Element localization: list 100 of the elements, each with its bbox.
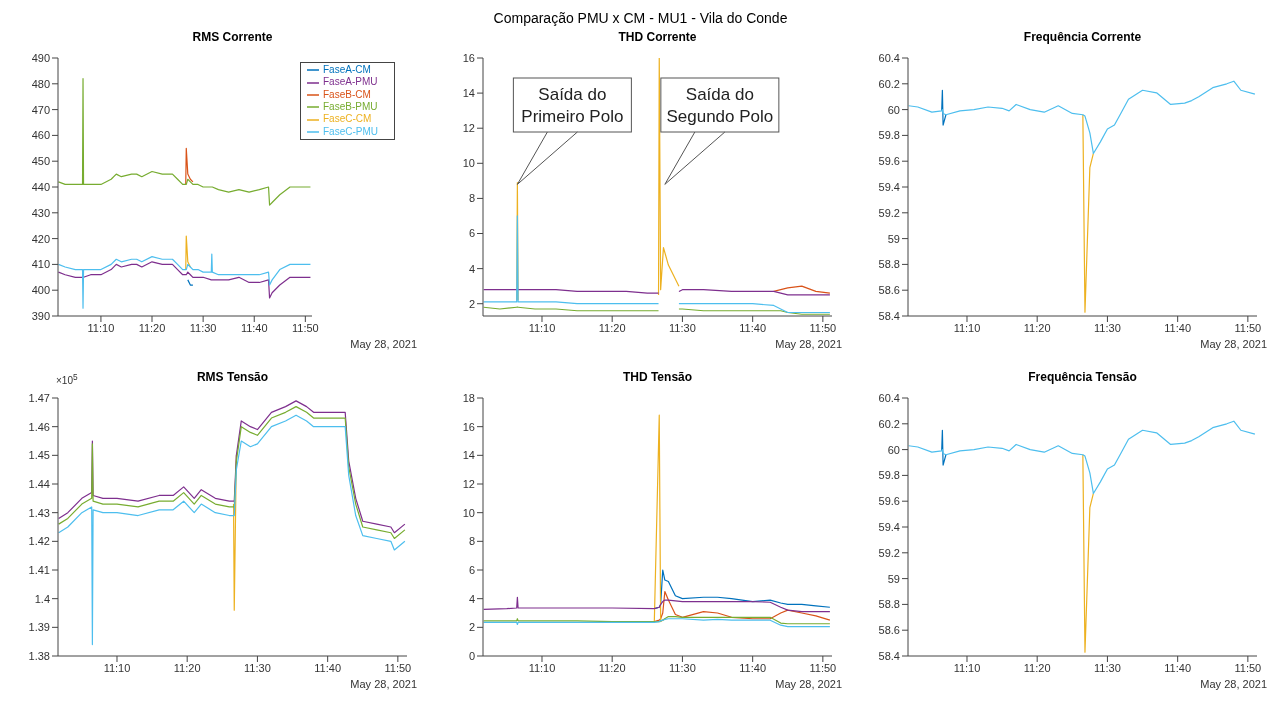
y-tick-label: 400: [31, 284, 50, 297]
y-tick-label: 59.4: [878, 180, 900, 193]
y-tick-label: 10: [462, 157, 475, 170]
y-tick-label: 14: [462, 449, 475, 462]
y-tick-label: 58.4: [878, 649, 900, 662]
x-tick-label: 11:10: [953, 321, 981, 334]
x-tick-label: 11:30: [669, 321, 696, 334]
y-tick-label: 59: [887, 572, 900, 585]
y-tick-label: 59.2: [878, 206, 900, 219]
x-tick-label: 11:50: [291, 321, 319, 334]
y-tick-label: 59.4: [878, 520, 900, 533]
x-tick-label: 11:40: [314, 661, 342, 674]
x-tick-label: 11:40: [1164, 661, 1192, 674]
y-tick-label: 390: [31, 309, 50, 322]
line-series: [908, 80, 1256, 155]
y-tick-label: 60: [887, 443, 900, 456]
x-tick-label: 11:10: [87, 321, 115, 334]
x-tick-label: 11:50: [1234, 661, 1262, 674]
y-tick-label: 430: [31, 206, 50, 219]
x-tick-label: 11:30: [244, 661, 271, 674]
y-tick-label: 1.42: [28, 535, 50, 548]
x-tick-label: 11:10: [953, 661, 981, 674]
x-tick-label: 11:40: [739, 321, 767, 334]
y-axis-title: ×10$^{5}$: [56, 372, 78, 387]
y-tick-label: 59.8: [878, 469, 900, 482]
legend-label: FaseB-CM: [322, 88, 371, 100]
chart-title: RMS Tensão: [196, 370, 269, 384]
line-series: [653, 590, 831, 623]
line-series: [941, 89, 947, 126]
y-tick-label: 12: [462, 477, 475, 490]
legend-label: FaseC-PMU: [322, 125, 378, 137]
y-tick-label: 4: [468, 592, 475, 605]
y-tick-label: 1.4: [34, 592, 50, 605]
y-tick-label: 58.6: [878, 284, 900, 297]
x-tick-label: 11:20: [173, 661, 201, 674]
x-tick-label: 11:50: [1234, 321, 1262, 334]
y-tick-label: 60.4: [878, 391, 900, 404]
annotation: Saída do Segundo Polo: [666, 85, 774, 126]
y-tick-label: 58.6: [878, 624, 900, 637]
x-tick-label: 11:30: [669, 661, 696, 674]
x-tick-label: 11:40: [739, 661, 767, 674]
y-tick-label: 59.2: [878, 546, 900, 559]
x-tick-label: 11:20: [1023, 661, 1051, 674]
y-tick-label: 6: [468, 563, 475, 576]
y-tick-label: 58.8: [878, 258, 900, 271]
text: May 28, 2021: [775, 338, 842, 350]
x-tick-label: 11:20: [598, 661, 626, 674]
y-tick-label: 420: [31, 232, 50, 245]
line-series: [1082, 454, 1094, 653]
line-series: [483, 596, 831, 613]
text: May 28, 2021: [775, 678, 842, 690]
x-tick-label: 11:50: [809, 661, 837, 674]
line-series: [185, 235, 191, 271]
y-tick-label: 60.2: [878, 417, 900, 430]
y-tick-label: 1.43: [28, 506, 50, 519]
text: May 28, 2021: [350, 338, 417, 350]
chart-title: Frequência Corrente: [1022, 30, 1143, 44]
chart-title: Frequência Tensão: [1027, 370, 1138, 384]
x-tick-label: 11:10: [528, 661, 556, 674]
line-series: [58, 414, 406, 646]
line-series: [941, 429, 947, 466]
y-tick-label: 58.8: [878, 598, 900, 611]
y-tick-label: 1.44: [28, 477, 50, 490]
x-tick-label: 11:10: [528, 321, 556, 334]
x-tick-label: 11:20: [1023, 321, 1051, 334]
chart-subtitle: Comparação PMU x CM - MU1 - Vila do Conde: [492, 10, 789, 26]
y-tick-label: 59.8: [878, 129, 900, 142]
x-tick-label: 11:50: [809, 321, 837, 334]
line-series: [1082, 114, 1094, 313]
y-tick-label: 18: [462, 391, 475, 404]
legend-label: FaseC-CM: [322, 113, 372, 125]
y-tick-label: 60: [887, 103, 900, 116]
text: May 28, 2021: [350, 678, 417, 690]
y-tick-label: 12: [462, 122, 475, 135]
y-tick-label: 4: [468, 262, 475, 275]
text: May 28, 2021: [1200, 678, 1267, 690]
legend-label: FaseA-CM: [322, 64, 371, 75]
x-tick-label: 11:30: [1094, 321, 1121, 334]
y-tick-label: 0: [468, 649, 475, 662]
line-series: [58, 261, 312, 299]
y-tick-label: 10: [462, 506, 475, 519]
x-tick-label: 11:20: [598, 321, 626, 334]
x-tick-label: 11:30: [1094, 661, 1121, 674]
x-tick-label: 11:20: [138, 321, 166, 334]
y-tick-label: 490: [31, 51, 50, 64]
y-tick-label: 6: [468, 227, 475, 240]
y-tick-label: 470: [31, 103, 50, 116]
y-tick-label: 1.38: [28, 649, 50, 662]
chart-title: RMS Corrente: [191, 30, 274, 44]
text: May 28, 2021: [1200, 338, 1267, 350]
chart-title: THD Corrente: [617, 30, 698, 44]
line-series: [908, 420, 1256, 495]
y-tick-label: 440: [31, 180, 50, 193]
y-tick-label: 2: [468, 621, 475, 634]
y-tick-label: 2: [468, 297, 475, 310]
line-series: [185, 147, 194, 186]
chart-title: THD Tensão: [621, 370, 694, 384]
y-tick-label: 1.46: [28, 420, 50, 433]
y-tick-label: 410: [31, 258, 50, 271]
y-tick-label: 58.4: [878, 309, 900, 322]
